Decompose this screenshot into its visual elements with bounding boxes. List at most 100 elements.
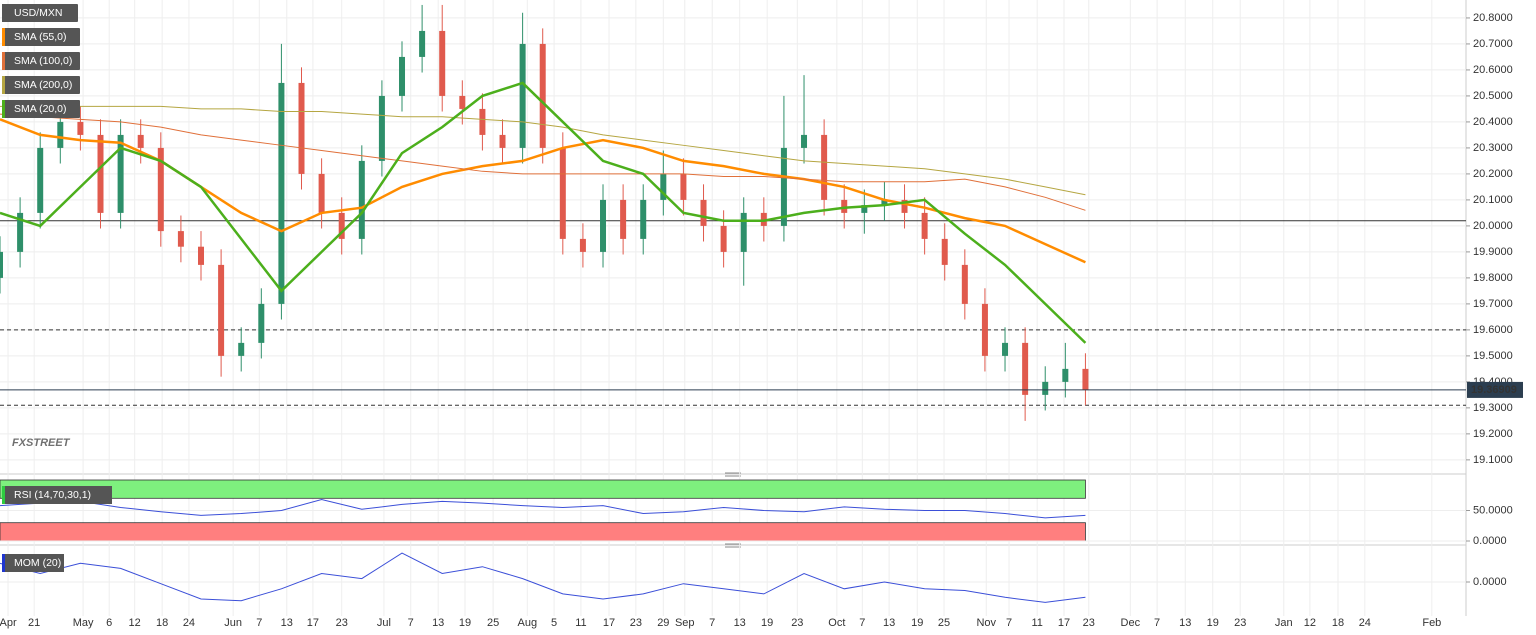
legend-box (2, 554, 64, 572)
candle-body (378, 95, 385, 161)
x-tick-label: 24 (183, 617, 195, 629)
candle-body (921, 212, 928, 239)
x-tick-label: Jan (1275, 617, 1293, 629)
resize-handle[interactable] (725, 543, 741, 548)
x-tick-label: Oct (828, 617, 845, 629)
legend-swatch (2, 28, 5, 46)
indicator-line (0, 552, 1086, 603)
y-tick-label: 20.2000 (1473, 168, 1513, 180)
y-tick-label: 20.8000 (1473, 12, 1513, 24)
x-tick-label: 25 (487, 617, 499, 629)
candle-body (198, 246, 205, 265)
y-tick-label: 19.5000 (1473, 350, 1513, 362)
x-tick-label: Sep (675, 617, 695, 629)
candle-body (97, 134, 104, 213)
legend-box (2, 4, 78, 22)
candle-body (37, 147, 44, 213)
candle-body (318, 173, 325, 213)
candle-body (358, 160, 365, 239)
legend-box (2, 76, 80, 94)
candle-body (399, 56, 406, 96)
y-tick-label: 19.9000 (1473, 246, 1513, 258)
x-tick-label: 7 (256, 617, 262, 629)
candle-body (117, 134, 124, 213)
x-tick-label: Aug (518, 617, 538, 629)
resize-handle[interactable] (725, 472, 741, 477)
candle-body (238, 342, 245, 356)
x-tick-label: 7 (859, 617, 865, 629)
x-tick-label: 13 (1179, 617, 1191, 629)
x-tick-label: 23 (791, 617, 803, 629)
x-tick-label: 23 (1234, 617, 1246, 629)
x-tick-label: 23 (630, 617, 642, 629)
y-tick-label: 20.7000 (1473, 38, 1513, 50)
legend-label: SMA (20,0) (14, 103, 67, 115)
candle-body (680, 173, 687, 200)
x-tick-label: 18 (156, 617, 168, 629)
x-tick-label: Dec (1121, 617, 1141, 629)
candle-body (821, 134, 828, 200)
y-tick-label: 20.4000 (1473, 116, 1513, 128)
legend-label: SMA (55,0) (14, 31, 67, 43)
y-tick-label: 19.6000 (1473, 324, 1513, 336)
legend: USD/MXN SMA (55,0) SMA (100,0) SMA (200,0) S… (2, 4, 80, 118)
y-tick-label: 19.8000 (1473, 272, 1513, 284)
x-tick-label: 21 (28, 617, 40, 629)
sma-line (0, 105, 1086, 196)
x-tick-label: 7 (1154, 617, 1160, 629)
x-tick-label: 19 (911, 617, 923, 629)
legend: RSI (14,70,30,1) (2, 486, 112, 504)
y-tick-label: 19.7000 (1473, 298, 1513, 310)
candle-body (1082, 368, 1089, 390)
candle-body (57, 121, 64, 148)
x-tick-label: 19 (459, 617, 471, 629)
y-tick-label: 50.0000 (1473, 504, 1513, 516)
legend-label: MOM (20) (14, 557, 61, 569)
sma-line (0, 113, 1086, 211)
last-price-box (1467, 381, 1523, 398)
candle-body (479, 108, 486, 135)
candle-body (640, 199, 647, 239)
candle-body (258, 303, 265, 343)
candle-body (600, 199, 607, 252)
x-tick-label: 11 (575, 617, 586, 629)
x-tick-label: Apr (0, 617, 17, 629)
legend-box (2, 486, 112, 504)
x-tick-label: 17 (307, 617, 319, 629)
x-tick-label: May (73, 617, 94, 629)
x-tick-label: 13 (281, 617, 293, 629)
x-tick-label: 17 (1058, 617, 1070, 629)
x-tick-label: 13 (734, 617, 746, 629)
x-tick-label: 7 (709, 617, 715, 629)
x-tick-label: 17 (603, 617, 615, 629)
candle-body (700, 199, 707, 226)
candle-body (218, 264, 225, 356)
candle-body (1022, 342, 1029, 395)
candle-body (499, 134, 506, 148)
candle-body (901, 199, 908, 213)
candle-body (77, 121, 84, 135)
y-tick-label: 20.0000 (1473, 220, 1513, 232)
last-price-label: 19.36909 (1471, 384, 1517, 396)
x-tick-label: 11 (1031, 617, 1042, 629)
x-tick-label: 13 (883, 617, 895, 629)
x-tick-label: 7 (408, 617, 414, 629)
legend-box (2, 52, 80, 70)
legend-box (2, 28, 80, 46)
candle-body (278, 82, 285, 304)
candle-body (881, 199, 888, 206)
candle-body (338, 212, 345, 239)
watermark: FXSTREET (12, 437, 71, 449)
indicator-line (0, 499, 1086, 519)
x-tick-label: 24 (1359, 617, 1371, 629)
candle-body (579, 238, 586, 252)
legend-swatch (2, 76, 5, 94)
band (0, 479, 1086, 499)
y-tick-label: 0.0000 (1473, 535, 1507, 547)
legend-swatch (2, 100, 5, 118)
candle-body (760, 212, 767, 226)
legend: MOM (20) (2, 554, 64, 572)
legend-label: SMA (200,0) (14, 79, 72, 91)
candle-body (177, 231, 184, 247)
